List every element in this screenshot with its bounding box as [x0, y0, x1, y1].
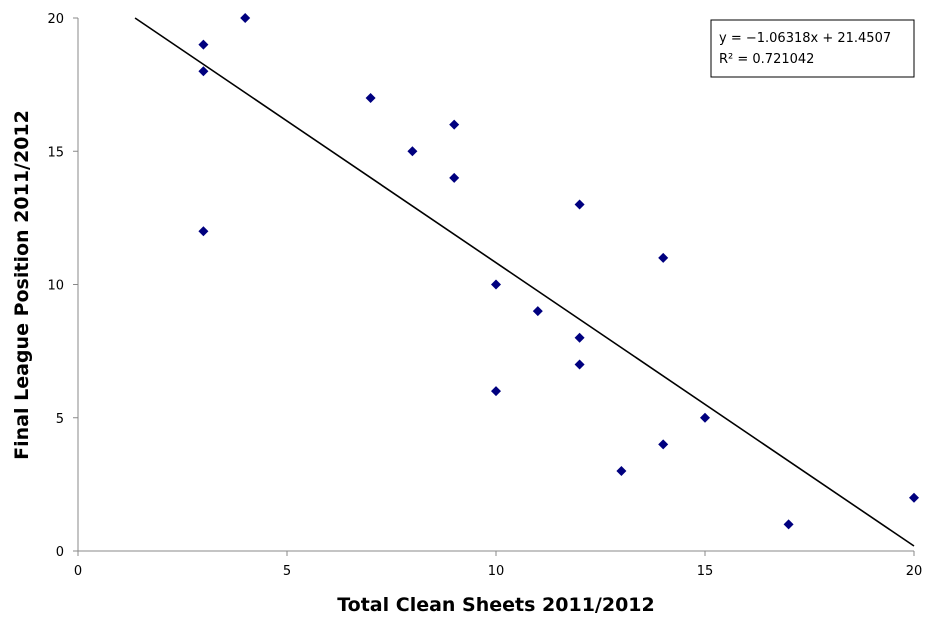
data-points [198, 13, 919, 530]
data-point [198, 66, 209, 77]
data-point [491, 386, 501, 397]
data-point [449, 172, 460, 183]
x-tick-label: 5 [283, 564, 291, 579]
data-point [574, 359, 585, 370]
equation-box: y = −1.06318x + 21.4507 R² = 0.721042 [710, 19, 915, 78]
data-point [616, 466, 627, 477]
trendline-group [134, 17, 915, 547]
y-axis-ticks: 0 5 10 15 20 [47, 12, 78, 560]
trendline [134, 17, 915, 547]
data-point [700, 412, 710, 423]
data-point [240, 13, 251, 23]
x-tick-label: 15 [697, 564, 714, 579]
data-point [574, 199, 585, 210]
y-tick-label: 15 [47, 145, 64, 160]
data-point [198, 39, 209, 50]
data-point [783, 519, 794, 530]
data-point [658, 252, 669, 263]
x-tick-label: 20 [906, 564, 923, 579]
data-point [449, 119, 460, 130]
data-point [365, 92, 376, 103]
data-point [658, 439, 669, 450]
y-tick-label: 0 [56, 545, 64, 560]
x-axis-title: Total Clean Sheets 2011/2012 [337, 594, 655, 616]
trendline-equation: y = −1.06318x + 21.4507 [719, 31, 891, 46]
y-tick-label: 5 [56, 412, 64, 427]
data-point [909, 492, 919, 503]
y-tick-label: 20 [47, 12, 64, 27]
data-point [574, 332, 585, 343]
data-point [407, 146, 418, 157]
x-tick-label: 10 [488, 564, 505, 579]
data-point [532, 306, 543, 317]
data-point [491, 279, 501, 290]
x-axis-ticks: 0 5 10 15 20 [74, 551, 922, 579]
y-tick-label: 10 [47, 279, 64, 294]
data-point [198, 226, 209, 237]
y-axis-title: Final League Position 2011/2012 [11, 110, 33, 460]
trendline-r2: R² = 0.721042 [719, 52, 814, 67]
x-tick-label: 0 [74, 564, 82, 579]
equation-box-frame [710, 19, 915, 78]
